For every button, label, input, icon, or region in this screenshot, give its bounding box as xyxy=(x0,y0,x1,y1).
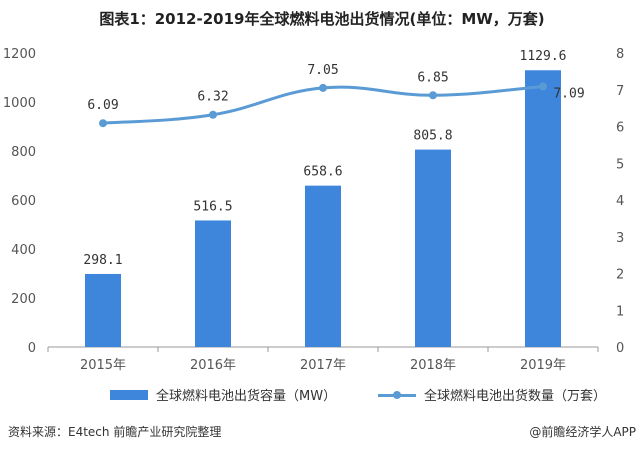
y-right-tick-label: 4 xyxy=(616,194,624,209)
legend-line-label: 全球燃料电池出货数量（万套） xyxy=(424,389,607,404)
line-point xyxy=(209,110,217,119)
legend-item-line: 全球燃料电池出货数量（万套） xyxy=(378,385,606,404)
series-line xyxy=(102,84,544,125)
y-left-tick-label: 800 xyxy=(11,145,36,160)
bar xyxy=(525,70,561,348)
bar-value-label: 1129.6 xyxy=(520,49,567,64)
bar-value-label: 658.6 xyxy=(303,165,342,180)
y-right-tick-label: 0 xyxy=(616,341,624,356)
x-tick-label: 2016年 xyxy=(190,358,236,373)
legend-item-bar: 全球燃料电池出货容量（MW） xyxy=(110,385,336,404)
line-point xyxy=(539,82,547,91)
line-point xyxy=(99,119,107,128)
y-right-tick-label: 2 xyxy=(616,268,624,283)
bar xyxy=(195,220,231,347)
y-right-tick-label: 6 xyxy=(616,121,624,136)
bar xyxy=(415,149,451,347)
y-left-tick-label: 600 xyxy=(11,194,36,209)
y-left-tick-label: 1200 xyxy=(3,47,36,62)
x-tick-label: 2017年 xyxy=(300,358,346,373)
y-left-tick-label: 200 xyxy=(11,292,36,307)
y-right-tick-label: 7 xyxy=(616,84,624,99)
chart-legend: 全球燃料电池出货容量（MW） 全球燃料电池出货数量（万套） xyxy=(0,385,644,405)
line-value-label: 6.32 xyxy=(197,90,228,105)
y-right-tick-label: 3 xyxy=(616,231,624,246)
legend-line-swatch xyxy=(378,390,416,400)
brand-credit: @前瞻经济学人APP xyxy=(529,425,636,439)
y-left-tick-label: 0 xyxy=(28,341,36,356)
legend-bar-swatch xyxy=(110,389,148,400)
y-right-tick-label: 5 xyxy=(616,157,624,172)
line-point xyxy=(429,91,437,100)
chart-title: 图表1：2012-2019年全球燃料电池出货情况(单位：MW，万套) xyxy=(99,10,545,28)
x-tick-label: 2019年 xyxy=(520,358,566,373)
line-value-label: 6.09 xyxy=(87,98,118,113)
line-point xyxy=(319,83,327,92)
line-value-label: 7.05 xyxy=(307,63,338,78)
bar-value-label: 516.5 xyxy=(193,199,232,214)
bar xyxy=(85,273,121,347)
line-value-label: 6.85 xyxy=(417,70,448,85)
source-note: 资料来源：E4tech 前瞻产业研究院整理 xyxy=(8,425,222,439)
bar xyxy=(305,185,341,347)
y-left-tick-label: 1000 xyxy=(3,96,36,111)
legend-bar-label: 全球燃料电池出货容量（MW） xyxy=(156,389,337,404)
y-left-tick-label: 400 xyxy=(11,243,36,258)
y-right-tick-label: 8 xyxy=(616,47,624,62)
line-value-label: 7.09 xyxy=(553,86,584,101)
x-tick-label: 2018年 xyxy=(410,358,456,373)
bar-value-label: 298.1 xyxy=(83,253,122,268)
x-tick-label: 2015年 xyxy=(80,358,126,373)
bar-value-label: 805.8 xyxy=(413,129,452,144)
y-right-tick-label: 1 xyxy=(616,304,624,319)
